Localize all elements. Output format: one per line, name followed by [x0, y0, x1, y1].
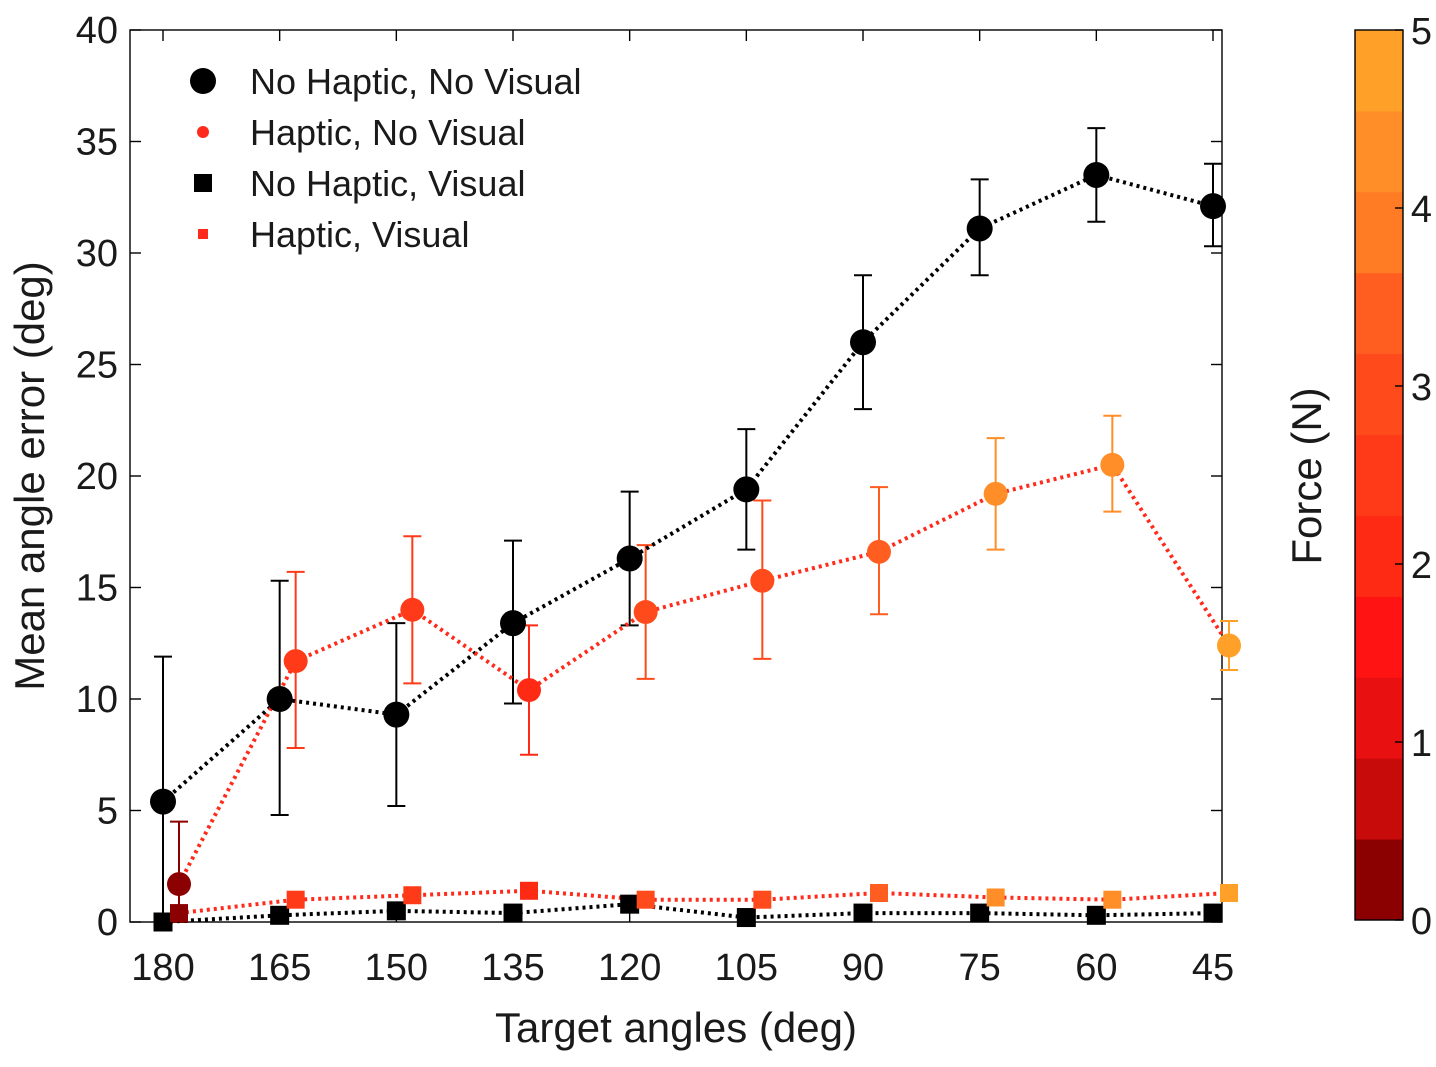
colorbar-tick-label: 1: [1411, 723, 1432, 765]
colorbar-segment: [1355, 596, 1403, 678]
data-point: [1100, 452, 1125, 477]
data-point: [620, 894, 640, 914]
data-point: [750, 568, 775, 593]
colorbar-tick-label: 3: [1411, 367, 1432, 409]
data-point: [270, 905, 290, 925]
data-point: [386, 901, 406, 921]
y-tick-label: 25: [76, 345, 118, 387]
data-point: [853, 903, 873, 923]
colorbar-tick-label: 5: [1411, 11, 1432, 53]
colorbar-segment: [1355, 110, 1403, 193]
data-point: [616, 545, 643, 572]
legend-marker: [190, 68, 216, 94]
x-tick-label: 60: [1075, 947, 1117, 989]
data-point: [1083, 161, 1110, 188]
series-line: [162, 902, 1214, 924]
legend-label: Haptic, No Visual: [250, 112, 525, 153]
x-tick-label: 75: [959, 947, 1001, 989]
y-tick-label: 35: [76, 122, 118, 164]
series-lines: [161, 172, 1231, 924]
x-tick-label: 120: [598, 947, 661, 989]
y-axis-label: Mean angle error (deg): [6, 261, 53, 691]
data-point: [867, 539, 891, 564]
legend-marker: [197, 126, 209, 138]
legend-marker: [194, 174, 212, 192]
data-point: [503, 903, 523, 923]
x-tick-label: 45: [1192, 947, 1234, 989]
y-tick-label: 5: [97, 791, 118, 833]
legend-marker: [198, 229, 208, 239]
colorbar-segment: [1355, 758, 1403, 840]
series-markers: [150, 161, 1241, 932]
series-line: [177, 462, 1231, 886]
y-tick-label: 40: [76, 10, 118, 52]
data-point: [983, 481, 1008, 506]
colorbar-tick-label: 0: [1411, 901, 1432, 943]
data-point: [753, 890, 772, 909]
data-point: [636, 890, 655, 909]
data-point: [383, 701, 410, 728]
legend: No Haptic, No Visual Haptic, No Visual No …: [190, 61, 582, 255]
data-point: [850, 329, 876, 356]
colorbar-segment: [1355, 434, 1403, 516]
data-point: [1203, 903, 1223, 923]
x-tick-label: 165: [248, 947, 311, 989]
data-point: [986, 888, 1005, 907]
colorbar-segment: [1355, 30, 1403, 112]
data-point: [266, 686, 293, 712]
data-point: [170, 904, 188, 923]
data-point: [870, 884, 888, 903]
data-point: [167, 872, 191, 897]
series-line: [161, 172, 1214, 804]
colorbar-segment: [1355, 353, 1403, 436]
data-point: [736, 908, 756, 928]
y-tick-label: 0: [97, 902, 118, 944]
data-point: [970, 903, 990, 923]
data-point: [1217, 633, 1241, 658]
data-point: [403, 886, 422, 905]
legend-label: No Haptic, No Visual: [250, 61, 582, 102]
colorbar: 0 1 2 3 4 5: [1354, 11, 1432, 943]
colorbar-segment: [1355, 839, 1403, 921]
legend-label: No Haptic, Visual: [250, 163, 525, 204]
data-point: [286, 890, 305, 909]
data-point: [283, 649, 308, 674]
x-axis-label: Target angles (deg): [495, 1004, 857, 1051]
x-tick-label: 180: [131, 947, 194, 989]
x-tick-label: 90: [842, 947, 884, 989]
data-point: [1200, 193, 1226, 220]
x-tick-label: 105: [715, 947, 778, 989]
data-point: [517, 678, 541, 703]
legend-label: Haptic, Visual: [250, 214, 469, 255]
colorbar-segment: [1355, 515, 1403, 597]
tick-labels: 0 5 10 15 20 25 30 35 40 180 165 150 135 120 105 90 75 60…: [76, 10, 1234, 989]
data-point: [733, 476, 760, 503]
data-point: [633, 600, 658, 625]
colorbar-tick-label: 2: [1411, 545, 1432, 587]
data-point: [1103, 890, 1122, 909]
x-tick-label: 135: [481, 947, 544, 989]
colorbar-segment: [1355, 272, 1403, 355]
data-point: [1220, 884, 1238, 903]
data-point: [966, 215, 993, 242]
data-point: [153, 912, 173, 932]
colorbar-frame: [1354, 29, 1404, 921]
y-tick-label: 15: [76, 568, 118, 610]
data-point: [400, 597, 425, 622]
colorbar-segment: [1355, 677, 1403, 759]
x-tick-label: 150: [365, 947, 428, 989]
y-tick-label: 10: [76, 679, 118, 721]
data-point: [500, 610, 526, 637]
colorbar-label: Force (N): [1283, 387, 1330, 564]
data-point: [1086, 905, 1106, 925]
colorbar-tick-label: 4: [1411, 189, 1432, 231]
y-tick-label: 30: [76, 233, 118, 275]
colorbar-segment: [1355, 191, 1403, 274]
data-point: [520, 881, 538, 900]
data-point: [150, 788, 176, 815]
y-tick-label: 20: [76, 456, 118, 498]
series-line: [178, 888, 1230, 916]
